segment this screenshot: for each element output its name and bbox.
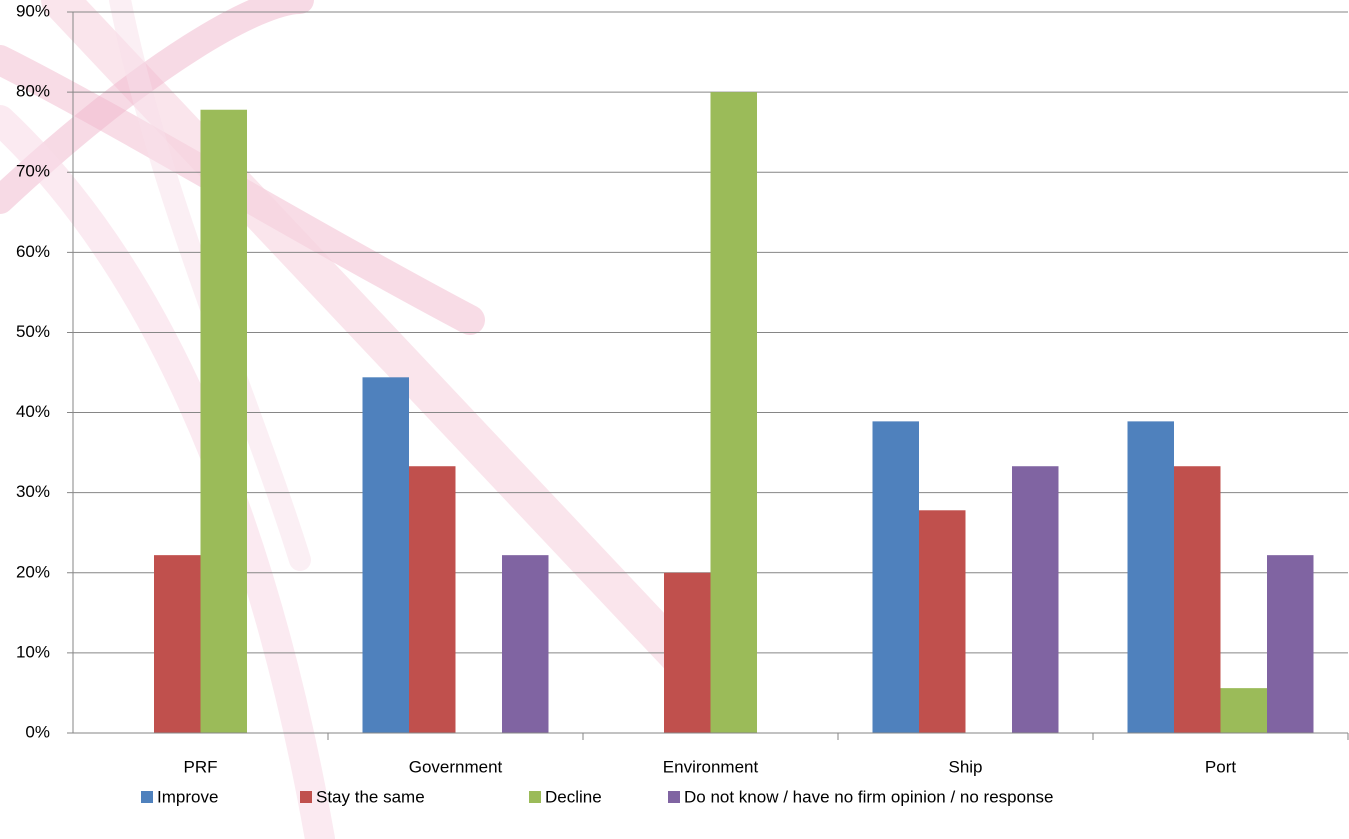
bar — [502, 555, 549, 733]
legend-swatch — [529, 791, 541, 803]
bar — [1267, 555, 1314, 733]
bar — [872, 421, 919, 733]
bar — [1012, 466, 1059, 733]
legend-label: Do not know / have no firm opinion / no … — [684, 787, 1054, 806]
y-tick-label: 30% — [16, 482, 50, 501]
legend-label: Improve — [157, 787, 218, 806]
y-tick-label: 50% — [16, 322, 50, 341]
legend-swatch — [300, 791, 312, 803]
legend-swatch — [141, 791, 153, 803]
y-tick-label: 0% — [25, 722, 50, 741]
legend-swatch — [668, 791, 680, 803]
bar — [664, 572, 711, 733]
x-tick-label: Port — [1205, 757, 1236, 776]
y-tick-label: 90% — [16, 1, 50, 20]
y-tick-label: 20% — [16, 562, 50, 581]
y-tick-label: 70% — [16, 162, 50, 181]
bar — [154, 555, 201, 733]
x-tick-label: Environment — [663, 757, 759, 776]
bar — [409, 466, 456, 733]
legend-label: Decline — [545, 787, 602, 806]
y-tick-label: 10% — [16, 642, 50, 661]
x-tick-label: PRF — [184, 757, 218, 776]
bar — [1127, 421, 1174, 733]
bar — [1174, 466, 1221, 733]
bar — [710, 92, 757, 734]
x-tick-label: Ship — [948, 757, 982, 776]
bar — [362, 377, 409, 733]
bar — [200, 109, 247, 734]
bar — [919, 510, 966, 733]
y-tick-label: 60% — [16, 242, 50, 261]
background-decoration — [0, 0, 739, 839]
y-tick-label: 80% — [16, 82, 50, 101]
y-tick-label: 40% — [16, 402, 50, 421]
x-tick-label: Government — [409, 757, 503, 776]
legend-label: Stay the same — [316, 787, 425, 806]
bar — [1220, 688, 1267, 733]
